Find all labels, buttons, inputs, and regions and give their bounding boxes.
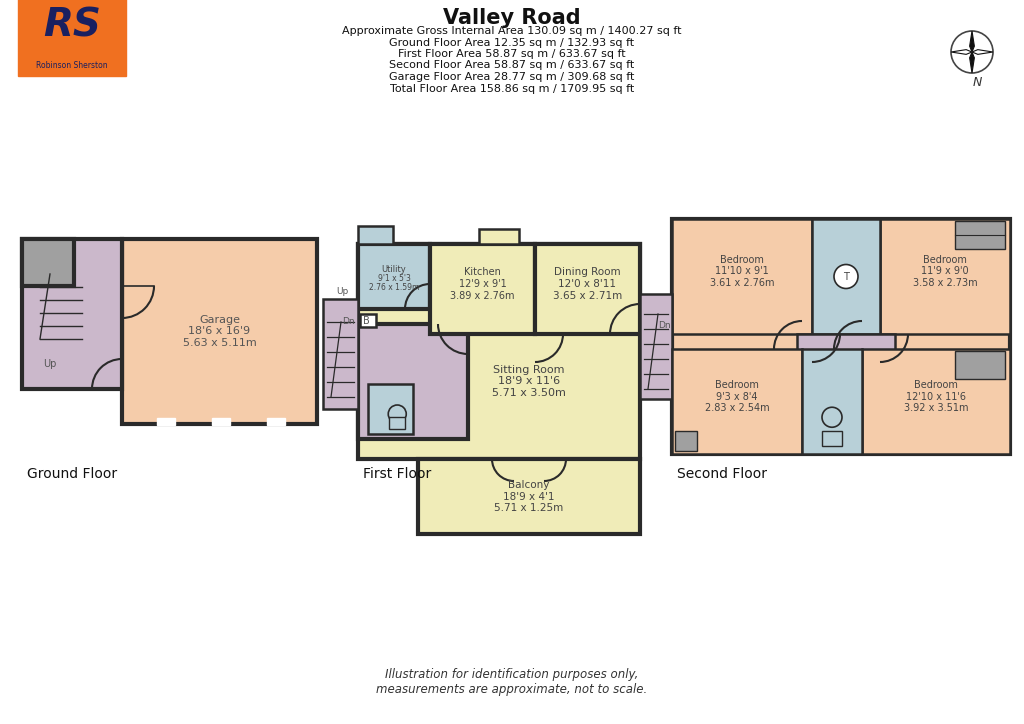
Bar [389, 417, 406, 429]
Bar [122, 239, 317, 424]
Text: Dining Room
12'0 x 8'11
3.65 x 2.71m: Dining Room 12'0 x 8'11 3.65 x 2.71m [553, 267, 623, 300]
Text: First Floor: First Floor [362, 467, 431, 481]
Bar [358, 226, 393, 244]
Bar [640, 294, 672, 399]
Text: T: T [843, 272, 849, 282]
Bar [672, 219, 812, 334]
Bar [955, 351, 1005, 379]
Text: Second Floor: Second Floor [677, 467, 767, 481]
Text: Sitting Room
18'9 x 11'6
5.71 x 3.50m: Sitting Room 18'9 x 11'6 5.71 x 3.50m [493, 365, 566, 398]
Bar [955, 221, 1005, 249]
Bar [880, 219, 1010, 334]
Text: Up: Up [43, 359, 56, 369]
Text: First Floor Area 58.87 sq m / 633.67 sq ft: First Floor Area 58.87 sq m / 633.67 sq … [398, 49, 626, 59]
Text: Ground Floor Area 12.35 sq m / 132.93 sq ft: Ground Floor Area 12.35 sq m / 132.93 sq… [389, 38, 635, 48]
Bar [812, 219, 880, 334]
Circle shape [834, 264, 858, 288]
Bar [418, 459, 640, 534]
Polygon shape [970, 52, 975, 73]
Text: 2.76 x 1.59m: 2.76 x 1.59m [369, 283, 419, 292]
Bar [358, 244, 640, 459]
Bar [360, 314, 376, 327]
Bar [797, 334, 895, 364]
Text: Kitchen
12'9 x 9'1
3.89 x 2.76m: Kitchen 12'9 x 9'1 3.89 x 2.76m [451, 267, 515, 300]
Text: Total Floor Area 158.86 sq m / 1709.95 sq ft: Total Floor Area 158.86 sq m / 1709.95 s… [390, 83, 634, 93]
Text: Second Floor Area 58.87 sq m / 633.67 sq ft: Second Floor Area 58.87 sq m / 633.67 sq… [389, 61, 635, 70]
Bar [157, 418, 175, 425]
Text: B: B [362, 316, 370, 326]
Bar [822, 431, 842, 446]
Text: Ground Floor: Ground Floor [27, 467, 117, 481]
Text: Utility: Utility [382, 265, 407, 274]
Text: N: N [973, 75, 982, 88]
Bar [18, 0, 126, 76]
Bar [672, 349, 802, 454]
Text: Balcony
18'9 x 4'1
5.71 x 1.25m: Balcony 18'9 x 4'1 5.71 x 1.25m [495, 480, 563, 513]
Text: Bedroom
12'10 x 11'6
3.92 x 3.51m: Bedroom 12'10 x 11'6 3.92 x 3.51m [904, 380, 969, 413]
Bar [368, 384, 413, 434]
Bar [323, 299, 358, 409]
Text: Dn: Dn [657, 321, 671, 330]
Bar [22, 239, 74, 286]
Polygon shape [951, 50, 972, 54]
Text: RS: RS [43, 7, 101, 44]
Bar [267, 418, 285, 425]
Text: Approximate Gross Internal Area 130.09 sq m / 1400.27 sq ft: Approximate Gross Internal Area 130.09 s… [342, 26, 682, 36]
Bar [22, 239, 122, 389]
Text: Up: Up [336, 287, 348, 295]
Text: Garage Floor Area 28.77 sq m / 309.68 sq ft: Garage Floor Area 28.77 sq m / 309.68 sq… [389, 72, 635, 82]
Bar [358, 244, 430, 309]
Text: Bedroom
11'10 x 9'1
3.61 x 2.76m: Bedroom 11'10 x 9'1 3.61 x 2.76m [710, 255, 774, 288]
Text: Bedroom
11'9 x 9'0
3.58 x 2.73m: Bedroom 11'9 x 9'0 3.58 x 2.73m [912, 255, 977, 288]
Polygon shape [972, 50, 993, 54]
Bar [675, 431, 697, 451]
Bar [535, 244, 640, 334]
Text: Valley Road: Valley Road [443, 8, 581, 28]
Bar [212, 418, 230, 425]
Bar [802, 349, 862, 454]
Text: Bedroom
9'3 x 8'4
2.83 x 2.54m: Bedroom 9'3 x 8'4 2.83 x 2.54m [705, 380, 769, 413]
Bar [430, 244, 535, 334]
Bar [862, 349, 1010, 454]
Text: Dn: Dn [342, 316, 354, 326]
Text: Garage
18'6 x 16'9
5.63 x 5.11m: Garage 18'6 x 16'9 5.63 x 5.11m [182, 315, 256, 348]
Text: Robinson Sherston: Robinson Sherston [36, 62, 108, 70]
Polygon shape [970, 31, 975, 52]
Bar [358, 324, 468, 439]
Bar [672, 219, 1010, 454]
Bar [479, 229, 519, 244]
Text: 9'1 x 5'3: 9'1 x 5'3 [378, 274, 411, 283]
Text: Illustration for identification purposes only,
measurements are approximate, not: Illustration for identification purposes… [377, 668, 647, 696]
